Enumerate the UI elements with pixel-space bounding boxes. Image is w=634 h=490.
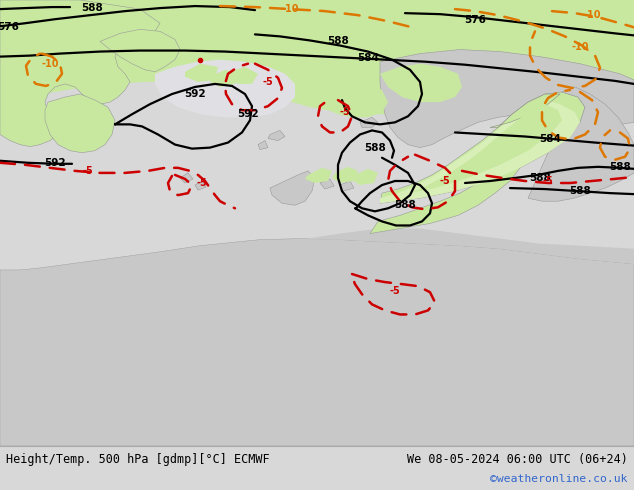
Text: 576: 576 (464, 15, 486, 25)
Polygon shape (0, 239, 634, 446)
Polygon shape (310, 80, 388, 117)
Text: -5: -5 (439, 176, 450, 186)
Text: 588: 588 (364, 143, 386, 152)
Polygon shape (270, 171, 315, 205)
Polygon shape (45, 94, 115, 153)
Polygon shape (380, 64, 462, 102)
Polygon shape (332, 167, 358, 183)
Text: 588: 588 (569, 186, 591, 196)
Polygon shape (0, 0, 634, 114)
Polygon shape (380, 49, 634, 147)
Polygon shape (400, 104, 562, 195)
Text: 584: 584 (357, 52, 379, 63)
Text: 588: 588 (394, 200, 416, 210)
Text: -5: -5 (543, 176, 553, 186)
Text: -5: -5 (390, 286, 401, 296)
Text: -10: -10 (281, 4, 299, 14)
Text: 588: 588 (529, 173, 551, 183)
Polygon shape (340, 181, 354, 191)
Text: -5: -5 (340, 107, 351, 117)
Polygon shape (228, 67, 258, 84)
Polygon shape (240, 82, 280, 114)
Polygon shape (0, 0, 160, 147)
Polygon shape (320, 179, 334, 189)
Polygon shape (380, 100, 580, 203)
Polygon shape (100, 29, 180, 72)
Text: -10: -10 (41, 59, 59, 69)
Polygon shape (195, 181, 206, 190)
Text: -5: -5 (197, 178, 207, 188)
Text: -5: -5 (262, 77, 273, 87)
Polygon shape (370, 165, 520, 234)
Polygon shape (360, 117, 378, 127)
Text: 588: 588 (609, 162, 631, 172)
Polygon shape (268, 130, 285, 141)
Text: We 08-05-2024 06:00 UTC (06+24): We 08-05-2024 06:00 UTC (06+24) (407, 453, 628, 466)
Text: 592: 592 (44, 158, 66, 168)
Polygon shape (185, 64, 218, 82)
Polygon shape (380, 92, 585, 203)
Polygon shape (155, 60, 295, 117)
Text: 584: 584 (539, 133, 561, 144)
Text: -10: -10 (571, 42, 589, 51)
Text: Height/Temp. 500 hPa [gdmp][°C] ECMWF: Height/Temp. 500 hPa [gdmp][°C] ECMWF (6, 453, 269, 466)
Polygon shape (528, 87, 634, 201)
Polygon shape (198, 74, 225, 100)
Text: 592: 592 (237, 109, 259, 119)
Text: 588: 588 (81, 3, 103, 13)
Text: -10: -10 (583, 10, 601, 20)
Polygon shape (210, 70, 238, 87)
Polygon shape (305, 168, 332, 183)
Text: ©weatheronline.co.uk: ©weatheronline.co.uk (491, 474, 628, 484)
Text: 592: 592 (184, 89, 206, 99)
Polygon shape (180, 173, 193, 183)
Text: 576: 576 (0, 23, 19, 32)
Text: 588: 588 (327, 36, 349, 47)
Text: -5: -5 (82, 166, 93, 176)
Polygon shape (258, 141, 268, 149)
Polygon shape (352, 169, 378, 185)
Polygon shape (490, 94, 560, 127)
Polygon shape (300, 228, 634, 264)
